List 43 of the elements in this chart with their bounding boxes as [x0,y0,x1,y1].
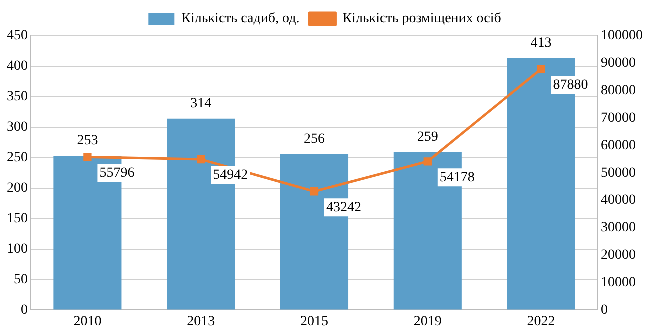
y2-tick-label: 80000 [601,84,636,99]
data-label: 314 [190,96,212,112]
y2-tick-label: 30000 [601,220,636,236]
data-label: 87880 [553,78,588,93]
y-tick-label: 100 [7,242,28,257]
y2-tick-label: 100000 [601,28,643,44]
x-tick-label: 2022 [527,314,556,330]
data-label: 253 [77,134,98,149]
data-label: 256 [304,132,325,147]
x-tick-label: 2013 [187,314,216,330]
y-tick-label: 450 [7,28,28,44]
point [537,65,546,74]
y2-tick-label: 0 [601,302,608,318]
point [424,158,432,166]
data-label: 55796 [100,166,135,181]
data-label: 54942 [213,168,248,184]
data-label: 43242 [326,200,362,216]
data-label: 54178 [440,170,475,186]
x-tick-label: 2019 [414,314,442,330]
y-tick-label: 150 [7,211,28,226]
point [310,188,319,196]
point [84,153,92,162]
y-tick-label: 400 [7,59,28,74]
y-tick-label: 300 [7,120,28,136]
point [197,155,206,164]
y-tick-label: 250 [7,150,28,166]
x-tick-label: 2015 [300,314,328,330]
y2-tick-label: 20000 [601,248,636,264]
y-tick-label: 350 [7,90,28,105]
y2-tick-label: 60000 [601,138,636,154]
y2-tick-label: 50000 [601,166,636,181]
data-label: 413 [530,36,552,52]
y-tick-label: 200 [7,181,28,196]
y2-tick-label: 70000 [601,110,636,126]
y2-tick-label: 90000 [601,56,636,72]
y-tick-label: 0 [21,302,28,318]
y2-tick-label: 40000 [601,193,636,208]
x-tick-label: 2010 [74,314,102,330]
legend-label: Кількість садиб, од. [182,12,300,27]
y-tick-label: 50 [14,272,28,288]
legend-label: Кількість розміщених осіб [342,12,502,27]
data-label: 259 [417,130,438,146]
y2-tick-label: 10000 [601,275,636,290]
